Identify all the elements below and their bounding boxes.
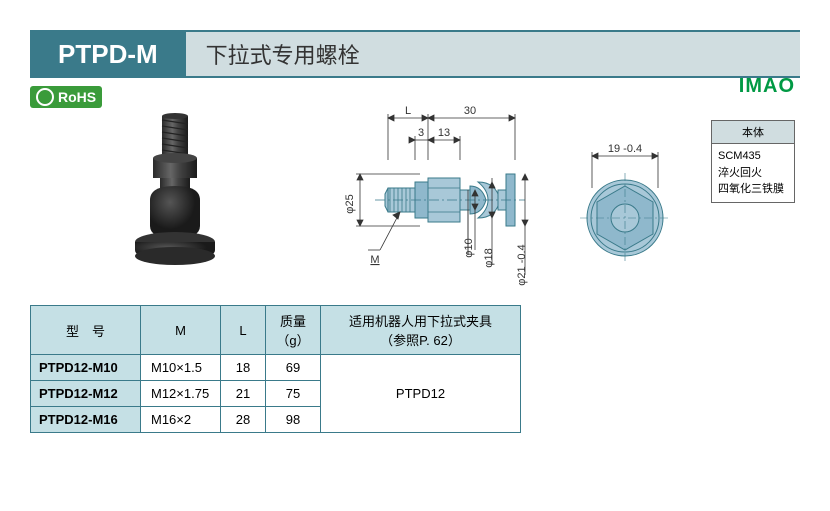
product-photo: [120, 108, 230, 288]
dim-30: 30: [464, 105, 476, 117]
dim-19: 19 -0.4: [608, 143, 642, 155]
dim-L: L: [405, 105, 411, 117]
dim-phi25: φ25: [344, 194, 356, 213]
dim-phi10: φ10: [463, 238, 475, 257]
dim-3: 3: [418, 127, 424, 139]
brand-logo: IMAO: [739, 75, 795, 98]
product-title: 下拉式专用螺栓: [186, 30, 800, 78]
dim-13: 13: [438, 127, 450, 139]
th-model: 型 号: [31, 306, 141, 355]
technical-drawing-side: L 30 3 13: [320, 100, 550, 320]
table-row: PTPD12-M10 M10×1.5 18 69 PTPD12: [31, 355, 521, 381]
rohs-badge: RoHS: [30, 86, 102, 108]
dim-phi21: φ21 -0.4: [516, 244, 528, 285]
technical-drawing-top: 19 -0.4: [570, 138, 680, 288]
dim-phi18: φ18: [483, 248, 495, 267]
th-app: 适用机器人用下拉式夹具 （参照P. 62）: [321, 306, 521, 355]
dim-M: M: [370, 254, 379, 266]
app-cell: PTPD12: [321, 355, 521, 433]
th-L: L: [221, 306, 266, 355]
spec-table: 型 号 M L 质量 （g） 适用机器人用下拉式夹具 （参照P. 62） PTP…: [30, 305, 521, 433]
product-code: PTPD-M: [30, 30, 186, 78]
th-mass: 质量 （g）: [266, 306, 321, 355]
th-M: M: [141, 306, 221, 355]
